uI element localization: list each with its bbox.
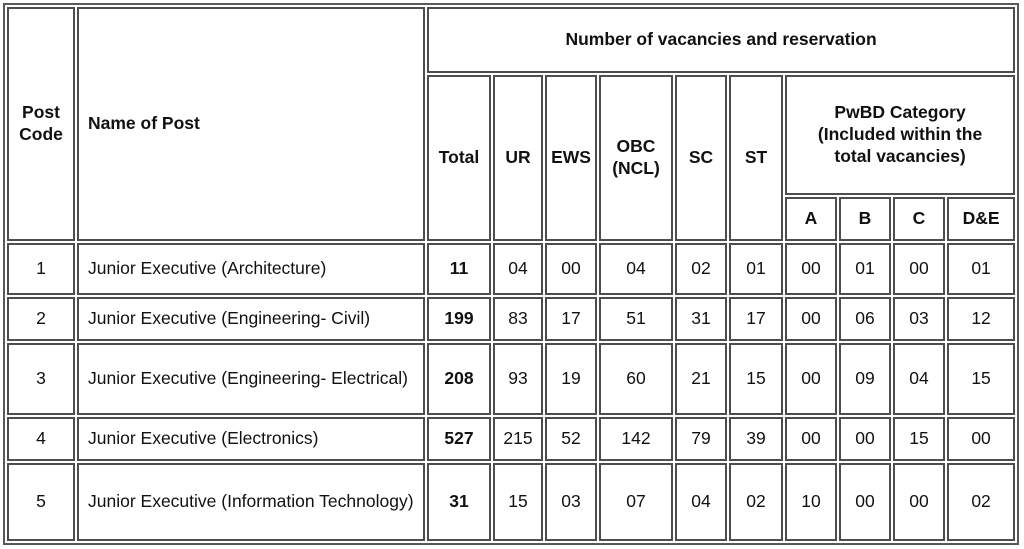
pwbd-group-header: PwBD Category (Included within the total…: [785, 75, 1016, 195]
sc-cell: 02: [675, 243, 727, 295]
ews-cell: 52: [545, 417, 597, 461]
ur-cell: 215: [493, 417, 543, 461]
st-cell: 15: [729, 343, 783, 415]
obc-cell: 60: [599, 343, 673, 415]
total-cell: 31: [427, 463, 491, 541]
sc-cell: 31: [675, 297, 727, 341]
post-code-cell: 2: [7, 297, 75, 341]
ur-cell: 04: [493, 243, 543, 295]
total-cell: 208: [427, 343, 491, 415]
pwbd-b-cell: 00: [839, 417, 891, 461]
pwbd-col-header-a: A: [785, 197, 837, 241]
col-header-obc-ncl: OBC (NCL): [599, 75, 673, 241]
post-code-cell: 5: [7, 463, 75, 541]
pwbd-c-cell: 00: [893, 463, 945, 541]
obc-cell: 51: [599, 297, 673, 341]
col-header-total: Total: [427, 75, 491, 241]
header-row-top: Post Code Name of Post Number of vacanci…: [7, 7, 1016, 241]
st-cell: 02: [729, 463, 783, 541]
sc-cell: 79: [675, 417, 727, 461]
col-header-ur: UR: [493, 75, 543, 241]
post-code-cell: 1: [7, 243, 75, 295]
pwbd-col-header-b: B: [839, 197, 891, 241]
pwbd-b-cell: 00: [839, 463, 891, 541]
pwbd-b-cell: 01: [839, 243, 891, 295]
post-code-cell: 4: [7, 417, 75, 461]
post-code-cell: 3: [7, 343, 75, 415]
ews-cell: 19: [545, 343, 597, 415]
st-cell: 01: [729, 243, 783, 295]
total-cell: 199: [427, 297, 491, 341]
ur-cell: 15: [493, 463, 543, 541]
post-code-header: Post Code: [7, 7, 75, 241]
pwbd-a-cell: 00: [785, 243, 837, 295]
pwbd-a-cell: 00: [785, 343, 837, 415]
vacancy-table: Post Code Name of Post Number of vacanci…: [3, 3, 1020, 545]
total-cell: 11: [427, 243, 491, 295]
ews-cell: 00: [545, 243, 597, 295]
pwbd-a-cell: 00: [785, 297, 837, 341]
pwbd-a-cell: 00: [785, 417, 837, 461]
st-cell: 17: [729, 297, 783, 341]
obc-cell: 04: [599, 243, 673, 295]
name-cell: Junior Executive (Engineering- Civil): [77, 297, 425, 341]
ews-cell: 17: [545, 297, 597, 341]
ur-cell: 93: [493, 343, 543, 415]
header-row-columns: Total UR EWS OBC (NCL) SC ST PwBD Catego…: [7, 75, 1016, 241]
pwbd-b-cell: 06: [839, 297, 891, 341]
total-cell: 527: [427, 417, 491, 461]
pwbd-c-cell: 03: [893, 297, 945, 341]
pwbd-col-header-de: D&E: [947, 197, 1016, 241]
pwbd-c-cell: 00: [893, 243, 945, 295]
table-row: 5 Junior Executive (Information Technolo…: [7, 463, 1016, 541]
name-cell: Junior Executive (Information Technology…: [77, 463, 425, 541]
col-header-st: ST: [729, 75, 783, 241]
ur-cell: 83: [493, 297, 543, 341]
pwbd-de-cell: 01: [947, 243, 1016, 295]
st-cell: 39: [729, 417, 783, 461]
pwbd-a-cell: 10: [785, 463, 837, 541]
name-of-post-header: Name of Post: [77, 7, 425, 241]
pwbd-group-label: PwBD Category (Included within the total…: [817, 102, 983, 166]
pwbd-col-header-c: C: [893, 197, 945, 241]
header-row-pwbd: A B C D&E: [7, 197, 1016, 241]
obc-cell: 07: [599, 463, 673, 541]
pwbd-de-cell: 12: [947, 297, 1016, 341]
pwbd-de-cell: 15: [947, 343, 1016, 415]
table-row: 4 Junior Executive (Electronics) 527 215…: [7, 417, 1016, 461]
table-row: 1 Junior Executive (Architecture) 11 04 …: [7, 243, 1016, 295]
name-cell: Junior Executive (Electronics): [77, 417, 425, 461]
name-cell: Junior Executive (Architecture): [77, 243, 425, 295]
vacancies-group-header: Number of vacancies and reservation: [427, 7, 1016, 73]
pwbd-de-cell: 02: [947, 463, 1016, 541]
pwbd-de-cell: 00: [947, 417, 1016, 461]
sc-cell: 04: [675, 463, 727, 541]
col-header-ews: EWS: [545, 75, 597, 241]
name-cell: Junior Executive (Engineering- Electrica…: [77, 343, 425, 415]
ews-cell: 03: [545, 463, 597, 541]
table-row: 3 Junior Executive (Engineering- Electri…: [7, 343, 1016, 415]
pwbd-c-cell: 04: [893, 343, 945, 415]
pwbd-c-cell: 15: [893, 417, 945, 461]
col-header-sc: SC: [675, 75, 727, 241]
pwbd-b-cell: 09: [839, 343, 891, 415]
sc-cell: 21: [675, 343, 727, 415]
table-row: 2 Junior Executive (Engineering- Civil) …: [7, 297, 1016, 341]
obc-cell: 142: [599, 417, 673, 461]
